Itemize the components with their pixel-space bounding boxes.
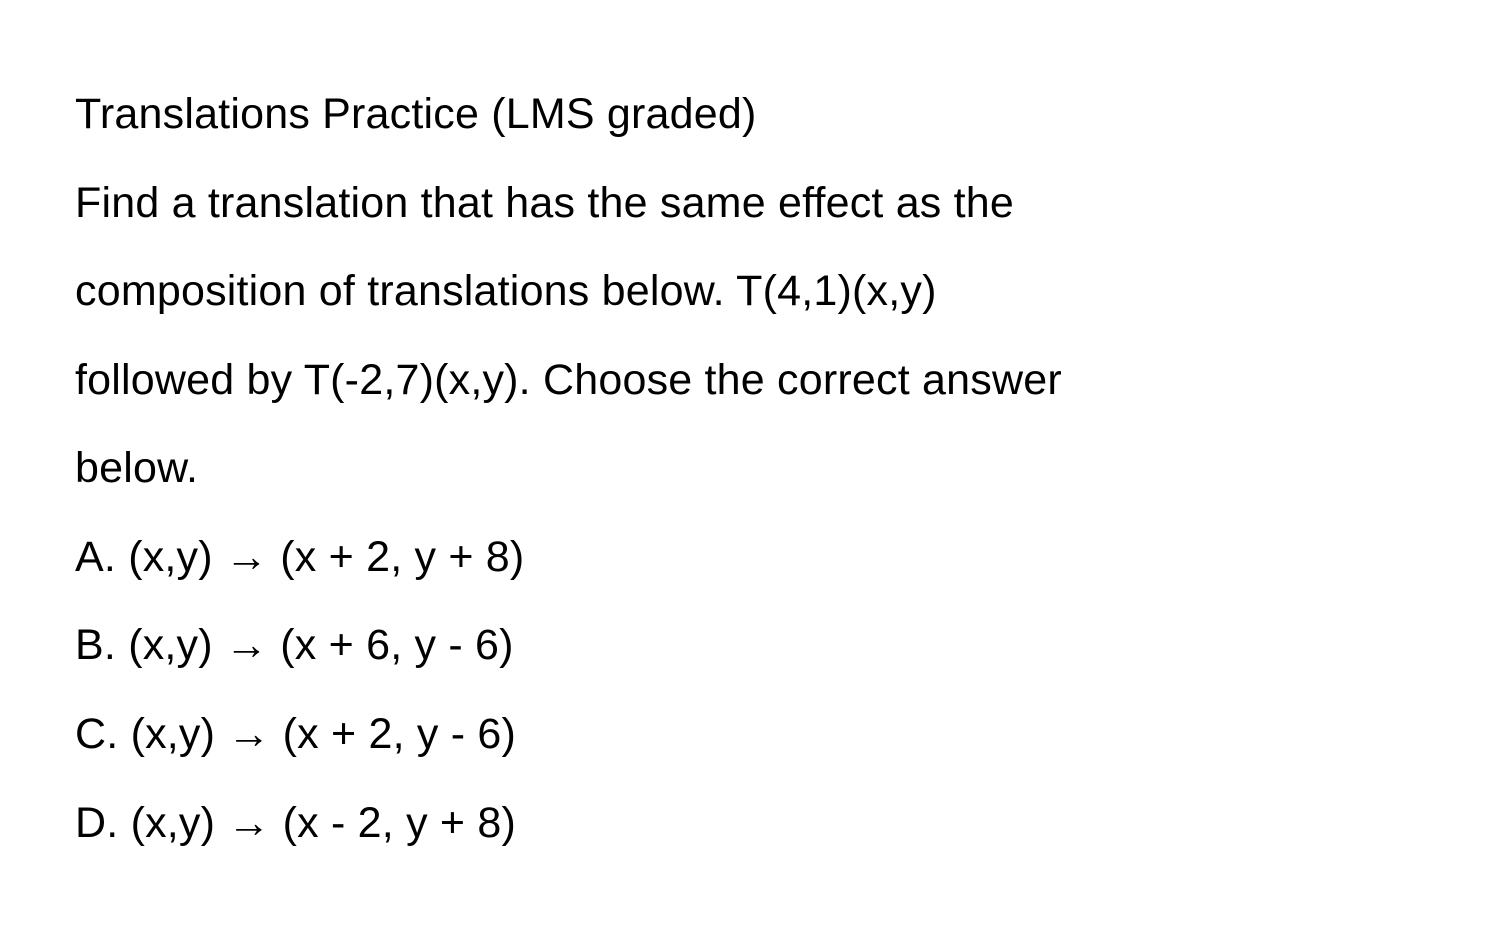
prompt-line: composition of translations below. T(4,1… [75, 247, 1425, 336]
option-label: A. [75, 533, 116, 581]
answer-option-d[interactable]: D. (x,y) → (x - 2, y + 8) [75, 779, 1425, 868]
answer-option-a[interactable]: A. (x,y) → (x + 2, y + 8) [75, 513, 1425, 602]
prompt-line: below. [75, 424, 1425, 513]
prompt-line: Find a translation that has the same eff… [75, 159, 1425, 248]
option-label: B. [75, 621, 116, 669]
answer-option-c[interactable]: C. (x,y) → (x + 2, y - 6) [75, 690, 1425, 779]
answer-option-b[interactable]: B. (x,y) → (x + 6, y - 6) [75, 601, 1425, 690]
prompt-line: followed by T(-2,7)(x,y). Choose the cor… [75, 336, 1425, 425]
option-mapping: (x,y) → (x + 2, y - 6) [131, 710, 516, 758]
option-mapping: (x,y) → (x + 2, y + 8) [128, 533, 524, 581]
question-page: Translations Practice (LMS graded) Find … [0, 0, 1500, 867]
option-label: C. [75, 710, 118, 758]
option-mapping: (x,y) → (x - 2, y + 8) [131, 799, 516, 847]
option-label: D. [75, 799, 118, 847]
option-mapping: (x,y) → (x + 6, y - 6) [128, 621, 513, 669]
page-title: Translations Practice (LMS graded) [75, 70, 1425, 159]
